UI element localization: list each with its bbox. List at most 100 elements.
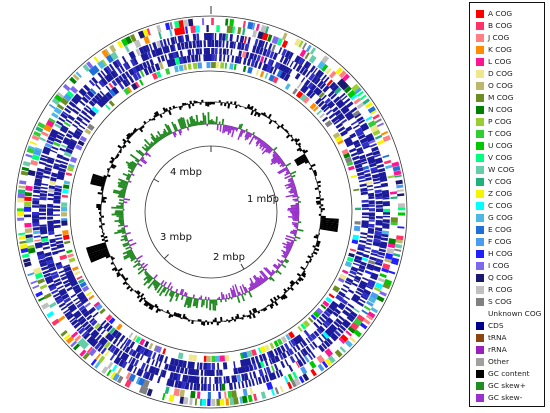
feature-mark <box>346 101 354 108</box>
feature-mark <box>49 238 56 244</box>
feature-mark <box>305 345 312 353</box>
feature-mark <box>353 225 361 232</box>
feature-mark <box>321 342 328 350</box>
feature-mark <box>66 80 74 88</box>
gc-content-bar <box>242 314 245 318</box>
gc-content-bar <box>201 321 204 325</box>
gc-content-bar <box>113 263 115 266</box>
feature-mark <box>352 184 359 189</box>
gc-content-bar <box>296 279 298 282</box>
feature-mark <box>105 314 113 322</box>
gc-skew-bar <box>273 263 280 269</box>
feature-mark <box>137 30 146 39</box>
feature-mark <box>206 362 211 370</box>
gc-content-bar <box>150 305 155 311</box>
gc-content-bar <box>129 288 134 292</box>
feature-mark <box>371 170 379 174</box>
legend-swatch <box>476 9 484 18</box>
feature-mark <box>47 211 53 216</box>
gc-content-bar <box>257 113 261 118</box>
legend-item: GC content <box>476 368 530 379</box>
feature-mark <box>104 332 112 340</box>
feature-mark <box>397 198 405 202</box>
gc-content-bar <box>264 114 267 117</box>
feature-mark <box>168 394 175 403</box>
feature-mark <box>381 267 389 273</box>
feature-mark <box>366 285 373 290</box>
feature-mark <box>331 332 339 341</box>
gc-skew-bar <box>136 255 143 260</box>
feature-mark <box>321 360 329 369</box>
feature-mark <box>112 347 120 356</box>
feature-mark <box>257 376 263 385</box>
feature-mark <box>101 310 109 318</box>
feature-mark <box>362 208 369 210</box>
feature-mark <box>78 327 86 335</box>
gc-content-bar <box>195 101 198 104</box>
gc-content-bar <box>103 232 105 235</box>
legend-swatch <box>476 297 484 306</box>
feature-mark <box>111 364 118 372</box>
gc-skew-bar <box>281 254 287 259</box>
gc-content-bar <box>317 183 318 186</box>
feature-mark <box>229 63 234 70</box>
feature-mark <box>116 66 123 74</box>
feature-mark <box>238 64 244 72</box>
feature-mark <box>143 36 151 45</box>
gc-content-bar <box>100 234 104 238</box>
feature-mark <box>343 319 351 327</box>
feature-mark <box>385 164 393 170</box>
gc-content-bar <box>302 149 306 153</box>
feature-mark <box>118 57 124 65</box>
feature-mark <box>130 357 136 366</box>
feature-mark <box>114 356 122 365</box>
gc-skew-bar <box>142 263 149 269</box>
gc-skew-bar <box>171 121 177 132</box>
gc-skew-bar <box>272 264 279 270</box>
gc-content-bar <box>212 102 215 105</box>
feature-mark <box>268 74 275 82</box>
legend-item: Other <box>476 356 509 367</box>
gc-content-bar <box>168 110 172 116</box>
feature-mark <box>126 61 131 69</box>
feature-mark <box>221 383 226 391</box>
feature-mark <box>54 295 62 301</box>
feature-mark <box>375 204 383 208</box>
feature-mark <box>115 49 123 58</box>
feature-mark <box>352 332 359 340</box>
legend-label: CDS <box>488 321 504 330</box>
feature-mark <box>34 178 43 184</box>
feature-mark <box>276 38 283 46</box>
feature-mark <box>57 249 66 253</box>
feature-mark <box>268 66 275 74</box>
feature-mark <box>190 390 196 399</box>
gc-skew-bar <box>263 277 267 282</box>
feature-mark <box>312 357 321 367</box>
feature-mark <box>337 101 346 109</box>
feature-mark <box>64 107 72 114</box>
gc-content-bar <box>151 118 154 121</box>
feature-mark <box>218 391 221 399</box>
feature-mark <box>70 138 78 144</box>
feature-mark <box>321 313 329 320</box>
gc-skew-bar <box>224 298 227 302</box>
feature-mark <box>188 354 193 361</box>
gc-skew-bar <box>285 248 291 252</box>
feature-mark <box>175 351 180 359</box>
feature-mark <box>293 377 301 387</box>
gc-skew-bar <box>205 299 208 309</box>
feature-mark <box>122 378 128 386</box>
feature-mark <box>366 263 375 270</box>
feature-mark <box>337 327 344 334</box>
feature-mark <box>62 188 69 194</box>
feature-mark <box>66 313 74 321</box>
feature-mark <box>313 87 321 95</box>
gc-content-bar <box>318 231 320 234</box>
feature-mark <box>389 185 397 191</box>
feature-mark <box>48 153 56 158</box>
feature-mark <box>226 54 230 62</box>
gc-skew-bar <box>121 227 125 230</box>
gc-skew-bar <box>215 116 218 125</box>
gc-skew-bar <box>231 289 236 297</box>
gc-content-bar <box>228 320 231 323</box>
